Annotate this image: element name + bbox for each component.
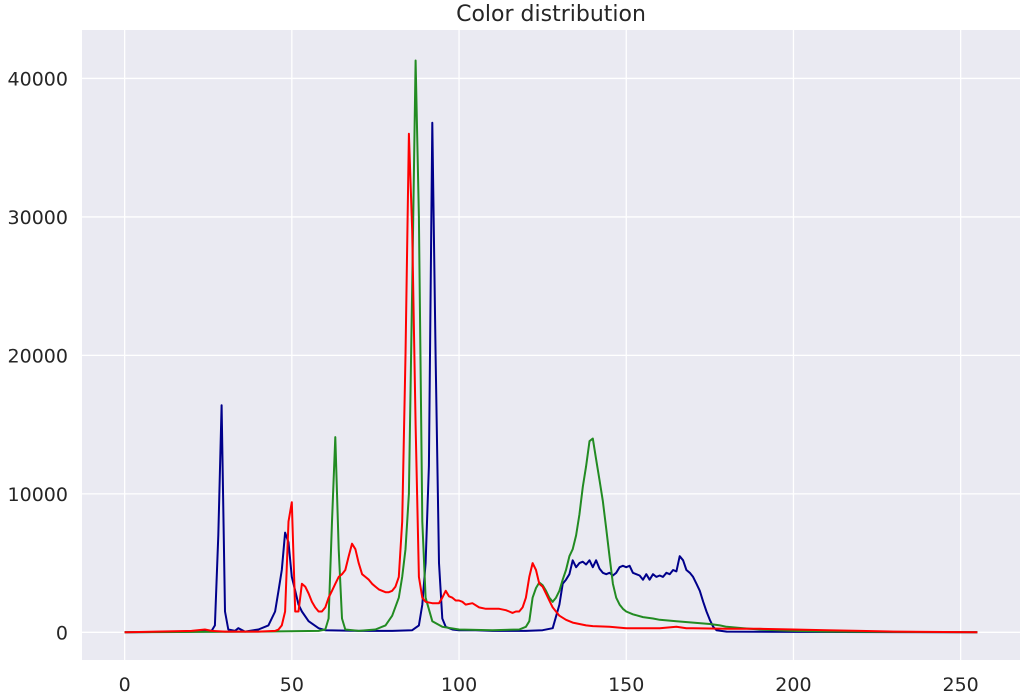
chart-title: Color distribution <box>456 2 646 27</box>
x-tick-label: 250 <box>943 674 979 695</box>
y-tick-label: 40000 <box>8 68 68 90</box>
series-line-1 <box>124 59 978 634</box>
plot-background <box>82 30 1020 660</box>
y-tick-labels: 0 10000 20000 30000 40000 <box>8 68 68 644</box>
series-lines <box>124 59 978 634</box>
series-line-0 <box>124 121 978 634</box>
y-tick-label: 10000 <box>8 484 68 506</box>
x-tick-label: 150 <box>608 674 644 695</box>
x-tick-label: 0 <box>119 674 131 695</box>
y-tick-label: 30000 <box>8 207 68 229</box>
x-tick-labels: 0 50 100 150 200 250 <box>119 674 979 695</box>
series-line-2 <box>124 132 978 634</box>
x-tick-label: 100 <box>441 674 477 695</box>
y-tick-label: 20000 <box>8 345 68 367</box>
y-tick-label: 0 <box>56 622 68 644</box>
x-tick-label: 200 <box>775 674 811 695</box>
x-tick-label: 50 <box>280 674 304 695</box>
